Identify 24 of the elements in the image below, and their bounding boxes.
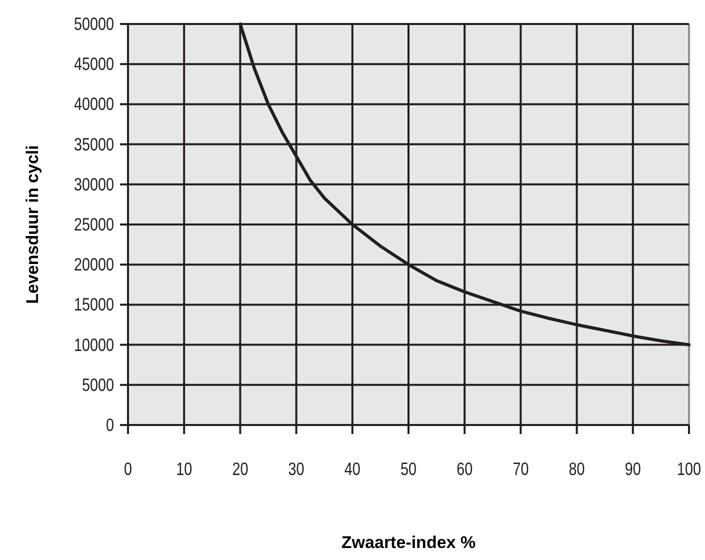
- x-axis-title: Zwaarte-index %: [341, 533, 476, 552]
- y-tick-label: 35000: [74, 134, 114, 155]
- y-tick-label: 15000: [74, 295, 114, 316]
- y-tick-label: 50000: [74, 14, 114, 34]
- x-tick-label: 10: [176, 460, 192, 480]
- y-axis-title: Levensduur in cycli: [23, 145, 42, 304]
- x-tick-label: 100: [676, 460, 702, 480]
- y-tick-label: 45000: [74, 54, 114, 75]
- x-tick-label: 90: [624, 460, 641, 480]
- y-tick-label: 30000: [74, 174, 114, 195]
- x-tick-label: 80: [568, 460, 585, 480]
- y-tick-label: 0: [106, 416, 114, 436]
- x-tick-label: 20: [232, 460, 248, 480]
- x-tick-label: 0: [124, 460, 132, 480]
- x-tick-label: 70: [512, 460, 529, 480]
- y-tick-label: 20000: [74, 255, 114, 276]
- x-tick-label: 40: [344, 460, 360, 480]
- y-tick-label: 40000: [74, 94, 114, 115]
- y-tick-label: 5000: [82, 375, 114, 396]
- x-tick-label: 30: [288, 460, 304, 480]
- y-tick-label: 25000: [74, 215, 114, 235]
- x-tick-label: 60: [456, 460, 473, 480]
- x-tick-label: 50: [400, 460, 417, 480]
- y-tick-label: 10000: [74, 335, 114, 356]
